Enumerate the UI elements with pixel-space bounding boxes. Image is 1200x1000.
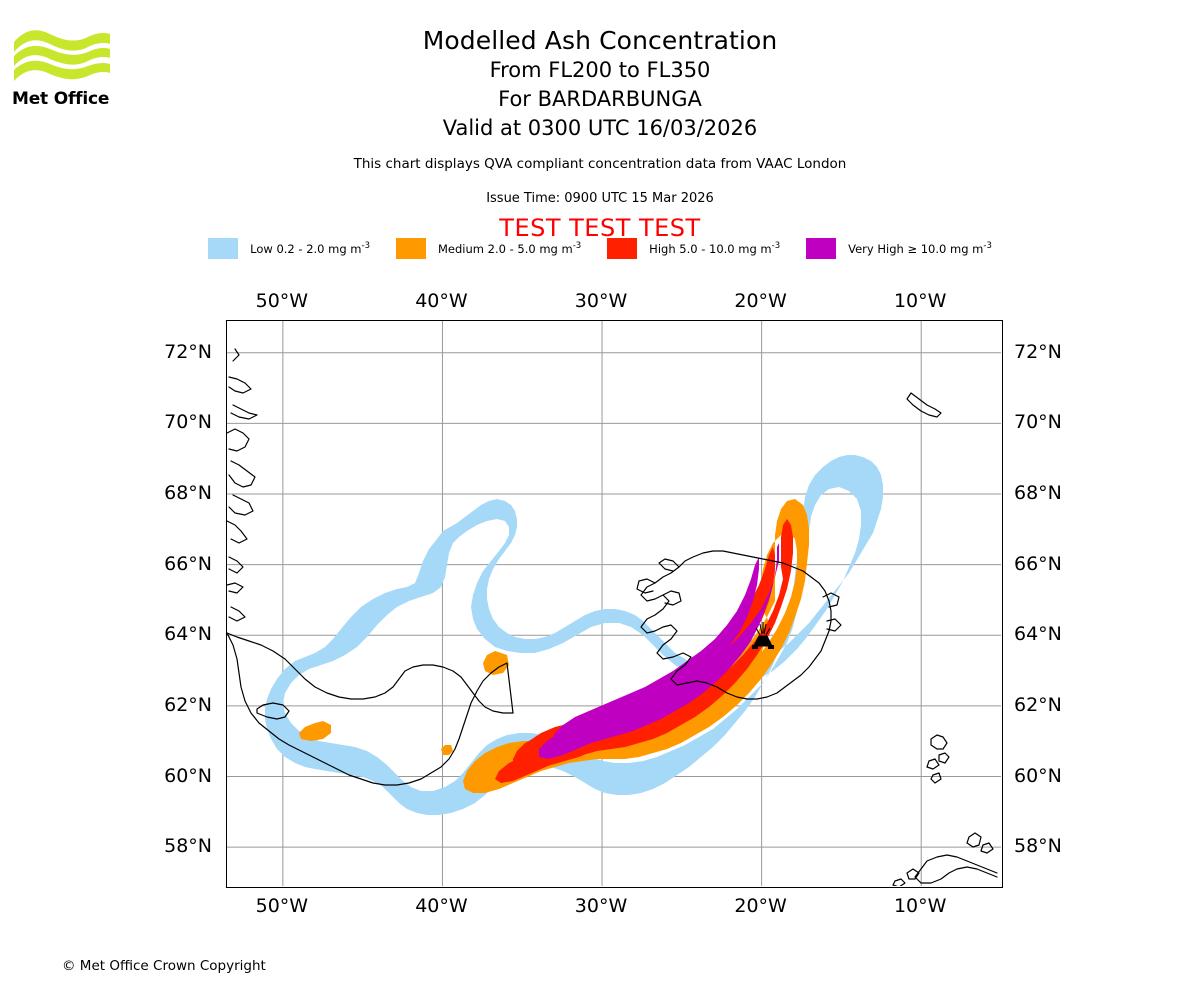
lat-tick-left-62: 62°N bbox=[164, 693, 212, 716]
lon-tick-top-40: 40°W bbox=[415, 290, 468, 312]
met-office-logo-text: Met Office bbox=[12, 89, 110, 109]
lat-tick-right-68: 68°N bbox=[1014, 482, 1062, 505]
issue-time-label: Issue Time: 0900 UTC 15 Mar 2026 bbox=[486, 191, 714, 206]
valid-time-subtitle: Valid at 0300 UTC 16/03/2026 bbox=[442, 116, 758, 140]
met-office-logo: Met Office bbox=[12, 26, 122, 114]
graticule-grid bbox=[227, 321, 1001, 886]
legend-item-high: High 5.0 - 10.0 mg m-3 bbox=[607, 238, 780, 259]
lat-tick-right-58: 58°N bbox=[1014, 835, 1062, 858]
concentration-legend: Low 0.2 - 2.0 mg m-3 Medium 2.0 - 5.0 mg… bbox=[0, 238, 1200, 259]
legend-swatch-medium bbox=[395, 238, 426, 259]
test-banner: TEST TEST TEST bbox=[499, 214, 701, 242]
coastline-greenland-south bbox=[227, 632, 514, 786]
coastline-jan-mayen bbox=[906, 392, 942, 418]
ash-contour-very-high bbox=[539, 543, 779, 759]
volcano-base bbox=[752, 645, 774, 649]
lon-tick-top-30: 30°W bbox=[574, 290, 628, 312]
lat-tick-left-58: 58°N bbox=[164, 835, 212, 858]
chart-title-block: Modelled Ash Concentration From FL200 to… bbox=[0, 26, 1200, 143]
lat-tick-left-72: 72°N bbox=[164, 340, 212, 363]
map-canvas bbox=[227, 321, 1001, 886]
lon-tick-top-50: 50°W bbox=[255, 290, 309, 312]
volcano-icon bbox=[753, 622, 773, 647]
ash-contour-very-high-dot bbox=[557, 745, 566, 752]
legend-item-very-high: Very High ≥ 10.0 mg m-3 bbox=[806, 238, 992, 259]
page-title: Modelled Ash Concentration bbox=[422, 26, 778, 55]
coastlines bbox=[227, 348, 998, 886]
lat-tick-right-70: 70°N bbox=[1014, 411, 1062, 434]
ash-contour-low bbox=[265, 455, 883, 815]
legend-label-very-high: Very High ≥ 10.0 mg m-3 bbox=[848, 241, 992, 256]
ash-contour-medium-blob-west bbox=[299, 721, 331, 741]
lon-tick-bottom-50: 50°W bbox=[255, 895, 309, 917]
lon-tick-top-20: 20°W bbox=[734, 290, 787, 312]
chart-caption: This chart displays QVA compliant concen… bbox=[353, 156, 847, 172]
legend-swatch-high bbox=[607, 238, 638, 259]
volcano-marker-bardarbunga bbox=[752, 622, 774, 649]
legend-swatch-low bbox=[208, 238, 239, 259]
legend-swatch-very-high bbox=[806, 238, 837, 259]
legend-label-low: Low 0.2 - 2.0 mg m-3 bbox=[250, 241, 370, 256]
flight-level-subtitle: From FL200 to FL350 bbox=[489, 58, 711, 82]
lat-tick-left-70: 70°N bbox=[164, 411, 212, 434]
lat-tick-left-60: 60°N bbox=[164, 764, 212, 787]
lat-tick-right-60: 60°N bbox=[1014, 764, 1062, 787]
ash-concentration-map: 50°W 50°W 40°W 40°W 30°W 30°W 20°W 20°W 10°W 10°W… bbox=[164, 290, 1062, 917]
lon-tick-bottom-10: 10°W bbox=[893, 895, 947, 917]
ash-contour-medium-blob-north bbox=[483, 651, 509, 675]
lat-tick-left-66: 66°N bbox=[164, 552, 212, 575]
coastline-faroe bbox=[926, 734, 950, 784]
lon-tick-bottom-30: 30°W bbox=[574, 895, 628, 917]
legend-label-medium: Medium 2.0 - 5.0 mg m-3 bbox=[437, 241, 582, 256]
lat-tick-right-66: 66°N bbox=[1014, 552, 1062, 575]
met-office-wave-icon bbox=[14, 30, 110, 81]
lat-tick-right-64: 64°N bbox=[1014, 623, 1062, 646]
legend-item-low: Low 0.2 - 2.0 mg m-3 bbox=[208, 238, 370, 259]
lon-tick-bottom-20: 20°W bbox=[734, 895, 787, 917]
coastline-iceland-fjords-e bbox=[822, 592, 842, 632]
lat-tick-left-68: 68°N bbox=[164, 482, 212, 505]
lon-tick-bottom-40: 40°W bbox=[415, 895, 468, 917]
coastline-scotland bbox=[892, 832, 998, 886]
lat-tick-right-72: 72°N bbox=[1014, 340, 1062, 363]
coastline-greenland-inlet bbox=[256, 702, 290, 720]
lat-tick-left-64: 64°N bbox=[164, 623, 212, 646]
lat-tick-right-62: 62°N bbox=[1014, 693, 1062, 716]
coastline-iceland bbox=[640, 550, 832, 700]
ash-contour-medium-blob-small bbox=[441, 745, 453, 755]
coastline-greenland bbox=[227, 348, 514, 714]
legend-label-high: High 5.0 - 10.0 mg m-3 bbox=[649, 241, 781, 256]
lon-tick-top-10: 10°W bbox=[893, 290, 947, 312]
copyright-notice: © Met Office Crown Copyright bbox=[62, 958, 266, 974]
volcano-subtitle: For BARDARBUNGA bbox=[498, 87, 702, 111]
legend-item-medium: Medium 2.0 - 5.0 mg m-3 bbox=[395, 238, 582, 259]
map-frame bbox=[226, 320, 1003, 888]
coastline-iceland-fjords-nw bbox=[636, 558, 682, 606]
